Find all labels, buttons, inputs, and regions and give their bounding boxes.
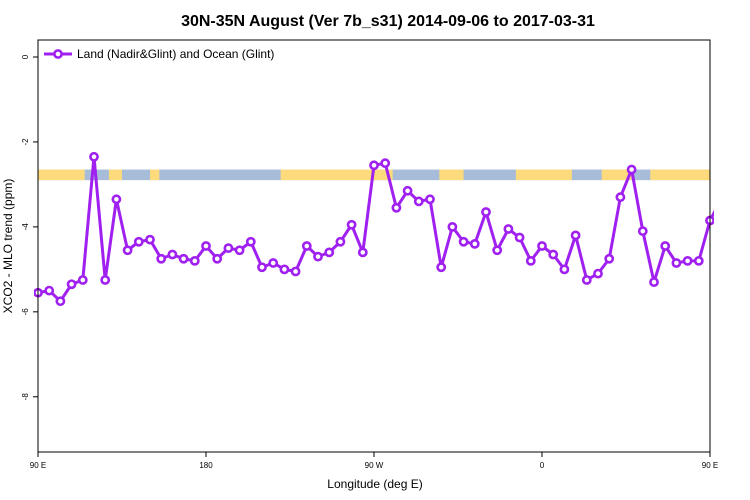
data-point — [458, 236, 469, 247]
x-axis: 90 E 180 90 W 0 90 E — [30, 452, 718, 470]
y-tick-label: -4 — [21, 223, 30, 231]
data-point — [313, 251, 323, 262]
land-band-segment — [280, 169, 393, 181]
data-point — [682, 255, 693, 266]
data-point — [369, 160, 379, 171]
legend: Land (Nadir&Glint) and Ocean (Glint) — [44, 47, 274, 61]
data-point — [279, 264, 290, 275]
series-layer — [34, 151, 714, 307]
data-point — [268, 258, 279, 268]
data-point — [89, 151, 99, 162]
chart-title: 30N-35N August (Ver 7b_s31) 2014-09-06 t… — [181, 13, 595, 30]
data-point — [402, 185, 413, 196]
data-point — [671, 258, 682, 268]
data-point — [66, 279, 77, 290]
data-point — [111, 194, 122, 205]
data-point — [649, 277, 659, 288]
data-point — [223, 243, 234, 254]
x-tick-label: 0 — [540, 461, 545, 470]
y-tick-label: -8 — [21, 393, 30, 401]
data-point — [145, 234, 155, 245]
data-point — [626, 164, 637, 175]
data-point — [257, 262, 267, 273]
data-point — [391, 202, 402, 213]
y-tick-label: 0 — [21, 54, 30, 59]
legend-label: Land (Nadir&Glint) and Ocean (Glint) — [77, 47, 274, 61]
data-point — [693, 255, 704, 266]
y-axis: 0 -2 -4 -6 -8 — [21, 54, 38, 400]
data-point — [581, 275, 592, 285]
y-tick-label: -2 — [21, 138, 30, 146]
data-point — [503, 224, 514, 234]
data-point — [189, 255, 200, 266]
x-tick-label: 90 W — [365, 461, 384, 470]
land-band-segment — [38, 169, 85, 181]
y-axis-label: XCO2 - MLO trend (ppm) — [1, 179, 15, 314]
data-point — [425, 194, 435, 205]
data-point — [413, 196, 424, 207]
data-point — [380, 158, 391, 169]
land-band-segment — [542, 169, 572, 181]
data-point — [201, 241, 211, 251]
data-point — [537, 241, 547, 251]
x-tick-label: 90 E — [30, 461, 46, 470]
data-point — [245, 236, 256, 247]
data-point — [357, 247, 368, 258]
data-point — [212, 253, 223, 264]
land-band-segment — [108, 169, 122, 181]
y-tick-label: -6 — [21, 308, 30, 316]
data-point — [178, 253, 189, 264]
data-point — [469, 238, 480, 249]
x-tick-label: 90 E — [702, 461, 718, 470]
data-point — [447, 221, 458, 232]
data-point — [55, 296, 66, 307]
land-band-segment — [515, 169, 542, 181]
data-point — [615, 192, 626, 203]
data-point — [492, 245, 503, 256]
data-point — [290, 266, 301, 277]
legend-marker — [53, 49, 63, 59]
data-point — [525, 255, 536, 266]
data-point — [481, 207, 491, 217]
data-point — [100, 275, 111, 285]
x-axis-label: Longitude (deg E) — [327, 477, 422, 491]
data-point — [234, 245, 245, 256]
land-band-segment — [439, 169, 464, 181]
data-point — [324, 247, 335, 258]
data-point — [570, 230, 581, 241]
data-point — [301, 241, 312, 251]
data-point — [122, 245, 133, 256]
data-point — [637, 226, 648, 237]
data-point — [346, 219, 357, 230]
data-point — [77, 275, 88, 285]
data-point — [514, 232, 525, 243]
data-point — [156, 253, 167, 264]
land-band-segment — [650, 169, 710, 181]
data-point — [133, 236, 144, 247]
data-point — [436, 262, 447, 273]
land-band-segment — [601, 169, 632, 181]
land-band-segment — [150, 169, 160, 181]
data-point — [660, 241, 671, 251]
data-point — [335, 236, 346, 247]
x-tick-label: 180 — [199, 461, 213, 470]
data-point — [593, 268, 603, 279]
data-point — [44, 285, 55, 296]
data-point — [559, 264, 570, 275]
data-point — [167, 249, 178, 260]
data-point — [604, 253, 615, 264]
data-point — [548, 249, 559, 260]
